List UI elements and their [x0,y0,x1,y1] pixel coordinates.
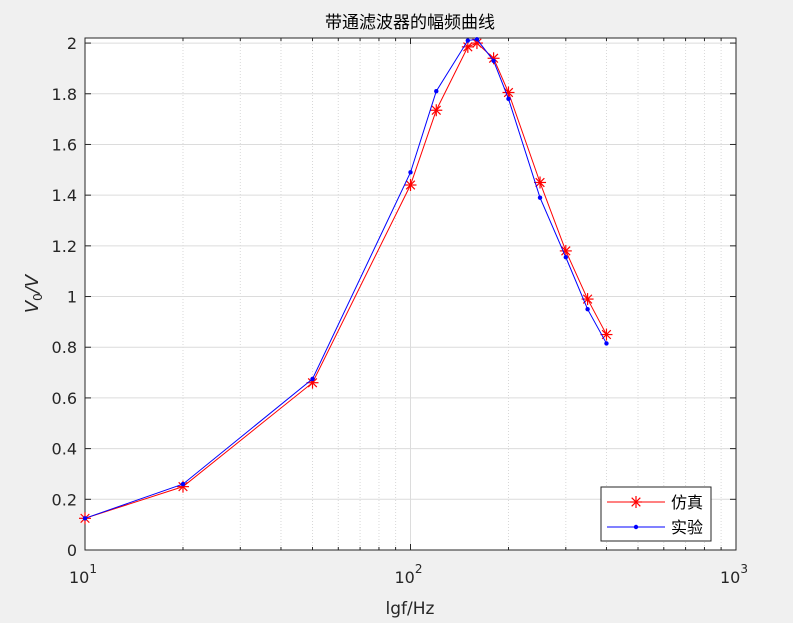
y-tick-label: 0.6 [52,389,77,408]
data-point-marker [502,86,515,99]
data-point-marker [310,376,315,382]
y-tick-label: 1.4 [52,186,77,205]
x-axis-label: lgf/Hz [386,599,435,619]
y-tick-label: 1.2 [52,237,77,256]
y-tick-label: 0 [67,541,77,560]
x-tick-label: 103 [720,562,748,587]
series-layer [79,37,613,525]
x-tick-label-base: 10 [69,568,89,587]
data-point-marker [600,328,613,341]
minor-grid [182,38,722,550]
data-point-marker [408,170,413,175]
data-point-marker [461,40,474,53]
y-axis-label-base: V [22,299,43,313]
x-tick-label-exp: 3 [740,562,748,576]
data-point-marker [604,341,609,346]
x-tick-label: 102 [395,562,423,587]
x-tick-label-base: 10 [395,568,415,587]
data-point-marker [559,244,572,257]
x-tick-label-exp: 2 [415,562,423,576]
data-point-marker [534,176,547,189]
data-point-marker [82,516,88,521]
y-tick-label: 1.8 [52,85,77,104]
y-tick-label: 0.8 [52,338,77,357]
legend-item[interactable]: 仿真 [607,493,703,512]
data-point-marker [430,104,443,117]
y-tick-label: 1 [67,288,77,307]
y-axis-label: V0/V [22,273,45,313]
legend-item[interactable]: 实验 [607,518,703,537]
data-point-marker [563,255,569,260]
legend-marker [630,496,642,508]
legend-label: 仿真 [671,493,703,512]
x-tick-label: 101 [69,562,97,587]
legend-marker [633,524,639,530]
data-point-marker [537,195,543,200]
chart-title: 带通滤波器的幅频曲线 [325,13,495,33]
data-point-marker [585,307,590,312]
legend-label: 实验 [671,518,703,537]
data-point-marker [474,37,480,42]
y-tick-label: 0.2 [52,490,77,509]
data-point-marker [506,96,511,102]
y-axis-label-sub: 0 [31,293,45,301]
y-tick-label: 0.4 [52,440,77,459]
legend-box [600,486,712,542]
y-tick-label: 1.6 [52,135,77,154]
data-point-marker [404,179,417,192]
y-tick-label: 2 [67,34,77,53]
y-axis-label-tail: /V [22,273,43,295]
x-tick-label-base: 10 [720,568,740,587]
data-point-marker [465,38,471,43]
data-point-marker [180,481,186,487]
data-point-marker [491,58,496,64]
x-tick-label-exp: 1 [89,562,97,576]
data-point-marker [434,89,439,94]
